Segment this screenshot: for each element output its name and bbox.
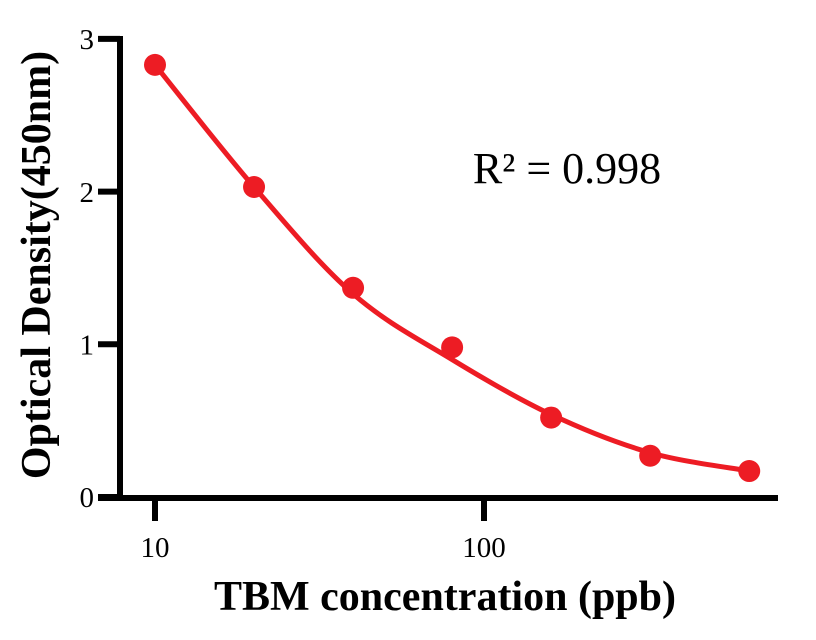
r-squared-annotation: R² = 0.998 — [472, 144, 662, 193]
data-point — [441, 336, 464, 359]
data-point — [639, 444, 662, 467]
y-tick-label: 3 — [80, 24, 95, 56]
fit-curve — [152, 62, 752, 474]
data-point — [243, 176, 266, 199]
data-point — [540, 406, 563, 429]
y-tick-label: 1 — [80, 329, 95, 361]
data-point — [342, 276, 365, 299]
data-point — [144, 53, 166, 76]
y-tick-label: 0 — [80, 482, 95, 514]
x-axis-title: TBM concentration (ppb) — [214, 574, 676, 620]
x-tick-label: 10 — [141, 532, 170, 564]
y-tick-label: 2 — [80, 177, 95, 209]
data-point — [738, 460, 761, 483]
y-axis-title: Optical Density(450nm) — [14, 50, 60, 480]
x-tick-label: 100 — [462, 532, 506, 564]
